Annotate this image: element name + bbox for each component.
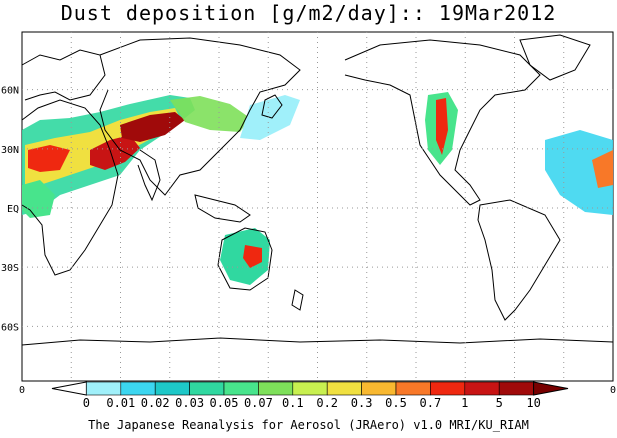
dust-plumes xyxy=(22,92,613,285)
colorbar-swatch xyxy=(326,381,362,396)
graticule xyxy=(22,32,613,381)
lat-labels: 60N 30N EQ 30S 60S xyxy=(1,86,19,334)
colorbar-swatch xyxy=(395,381,431,396)
coast-japan xyxy=(261,94,283,119)
lat-label: 60N xyxy=(1,86,19,97)
map-title: Dust deposition [g/m2/day]:: 19Mar2012 xyxy=(60,1,557,25)
lat-label: 30N xyxy=(1,145,19,156)
coast-europe xyxy=(21,49,106,101)
colorbar-swatch xyxy=(498,381,534,396)
coast-se-asia xyxy=(194,194,251,223)
colorbar-swatch xyxy=(120,381,156,396)
colorbar-tick-label: 0.03 xyxy=(175,396,204,410)
plume-east-asia xyxy=(170,96,250,132)
colorbar-tick-label: 0.5 xyxy=(385,396,407,410)
coast-nz xyxy=(291,289,304,311)
colorbar: 0 0.01 0.02 0.03 0.05 0.07 0.1 0.2 0.3 0.5 0.7 1 5 10 xyxy=(51,381,569,410)
attribution: The Japanese Reanalysis for Aerosol (JRA… xyxy=(88,418,529,432)
colorbar-tick-label: 0.1 xyxy=(282,396,304,410)
colorbar-tick-label: 0.7 xyxy=(420,396,442,410)
coast-india xyxy=(137,149,161,202)
colorbar-arrow-low xyxy=(51,381,87,396)
colorbar-tick-label: 0.01 xyxy=(106,396,135,410)
plume-na-inner xyxy=(436,98,448,155)
plume-arabia-core xyxy=(90,135,140,170)
colorbar-tick-label: 0.05 xyxy=(210,396,239,410)
colorbar-swatch xyxy=(361,381,397,396)
colorbar-tick-label: 0.2 xyxy=(316,396,338,410)
plume-sahara-inner xyxy=(28,145,70,172)
colorbar-tick-label: 0 xyxy=(83,396,90,410)
colorbar-tick-label: 0.07 xyxy=(244,396,273,410)
lat-label: EQ xyxy=(7,204,19,215)
coastlines xyxy=(21,34,614,346)
colorbar-swatch xyxy=(86,381,122,396)
colorbar-swatch xyxy=(258,381,294,396)
plume-right-edge-core xyxy=(592,150,613,188)
colorbar-tick-label: 10 xyxy=(526,396,540,410)
colorbar-tick-label: 1 xyxy=(461,396,468,410)
colorbar-tick-label: 5 xyxy=(496,396,503,410)
lat-label: 30S xyxy=(1,263,19,274)
lat-label: 60S xyxy=(1,322,19,333)
colorbar-swatch xyxy=(464,381,500,396)
colorbar-swatch xyxy=(223,381,259,396)
coast-africa xyxy=(21,99,119,276)
plume-atlantic-right xyxy=(545,130,613,215)
plume-central-asia xyxy=(120,112,185,142)
plume-australia-inner xyxy=(243,245,262,268)
coast-north-america xyxy=(344,39,541,206)
coast-asia xyxy=(99,37,301,196)
colorbar-tick-label: 0.02 xyxy=(141,396,170,410)
colorbar-swatch xyxy=(189,381,225,396)
colorbar-swatch xyxy=(154,381,190,396)
colorbar-swatch xyxy=(292,381,328,396)
axis-label-left: 0 xyxy=(19,385,25,396)
colorbar-tick-label: 0.3 xyxy=(351,396,373,410)
plume-west-africa xyxy=(22,180,55,218)
coast-greenland xyxy=(519,34,591,81)
coast-south-america xyxy=(477,199,561,321)
axis-label-right: 0 xyxy=(610,385,616,396)
coast-antarctica xyxy=(21,337,614,346)
colorbar-arrow-high xyxy=(533,381,569,396)
colorbar-swatch xyxy=(430,381,466,396)
